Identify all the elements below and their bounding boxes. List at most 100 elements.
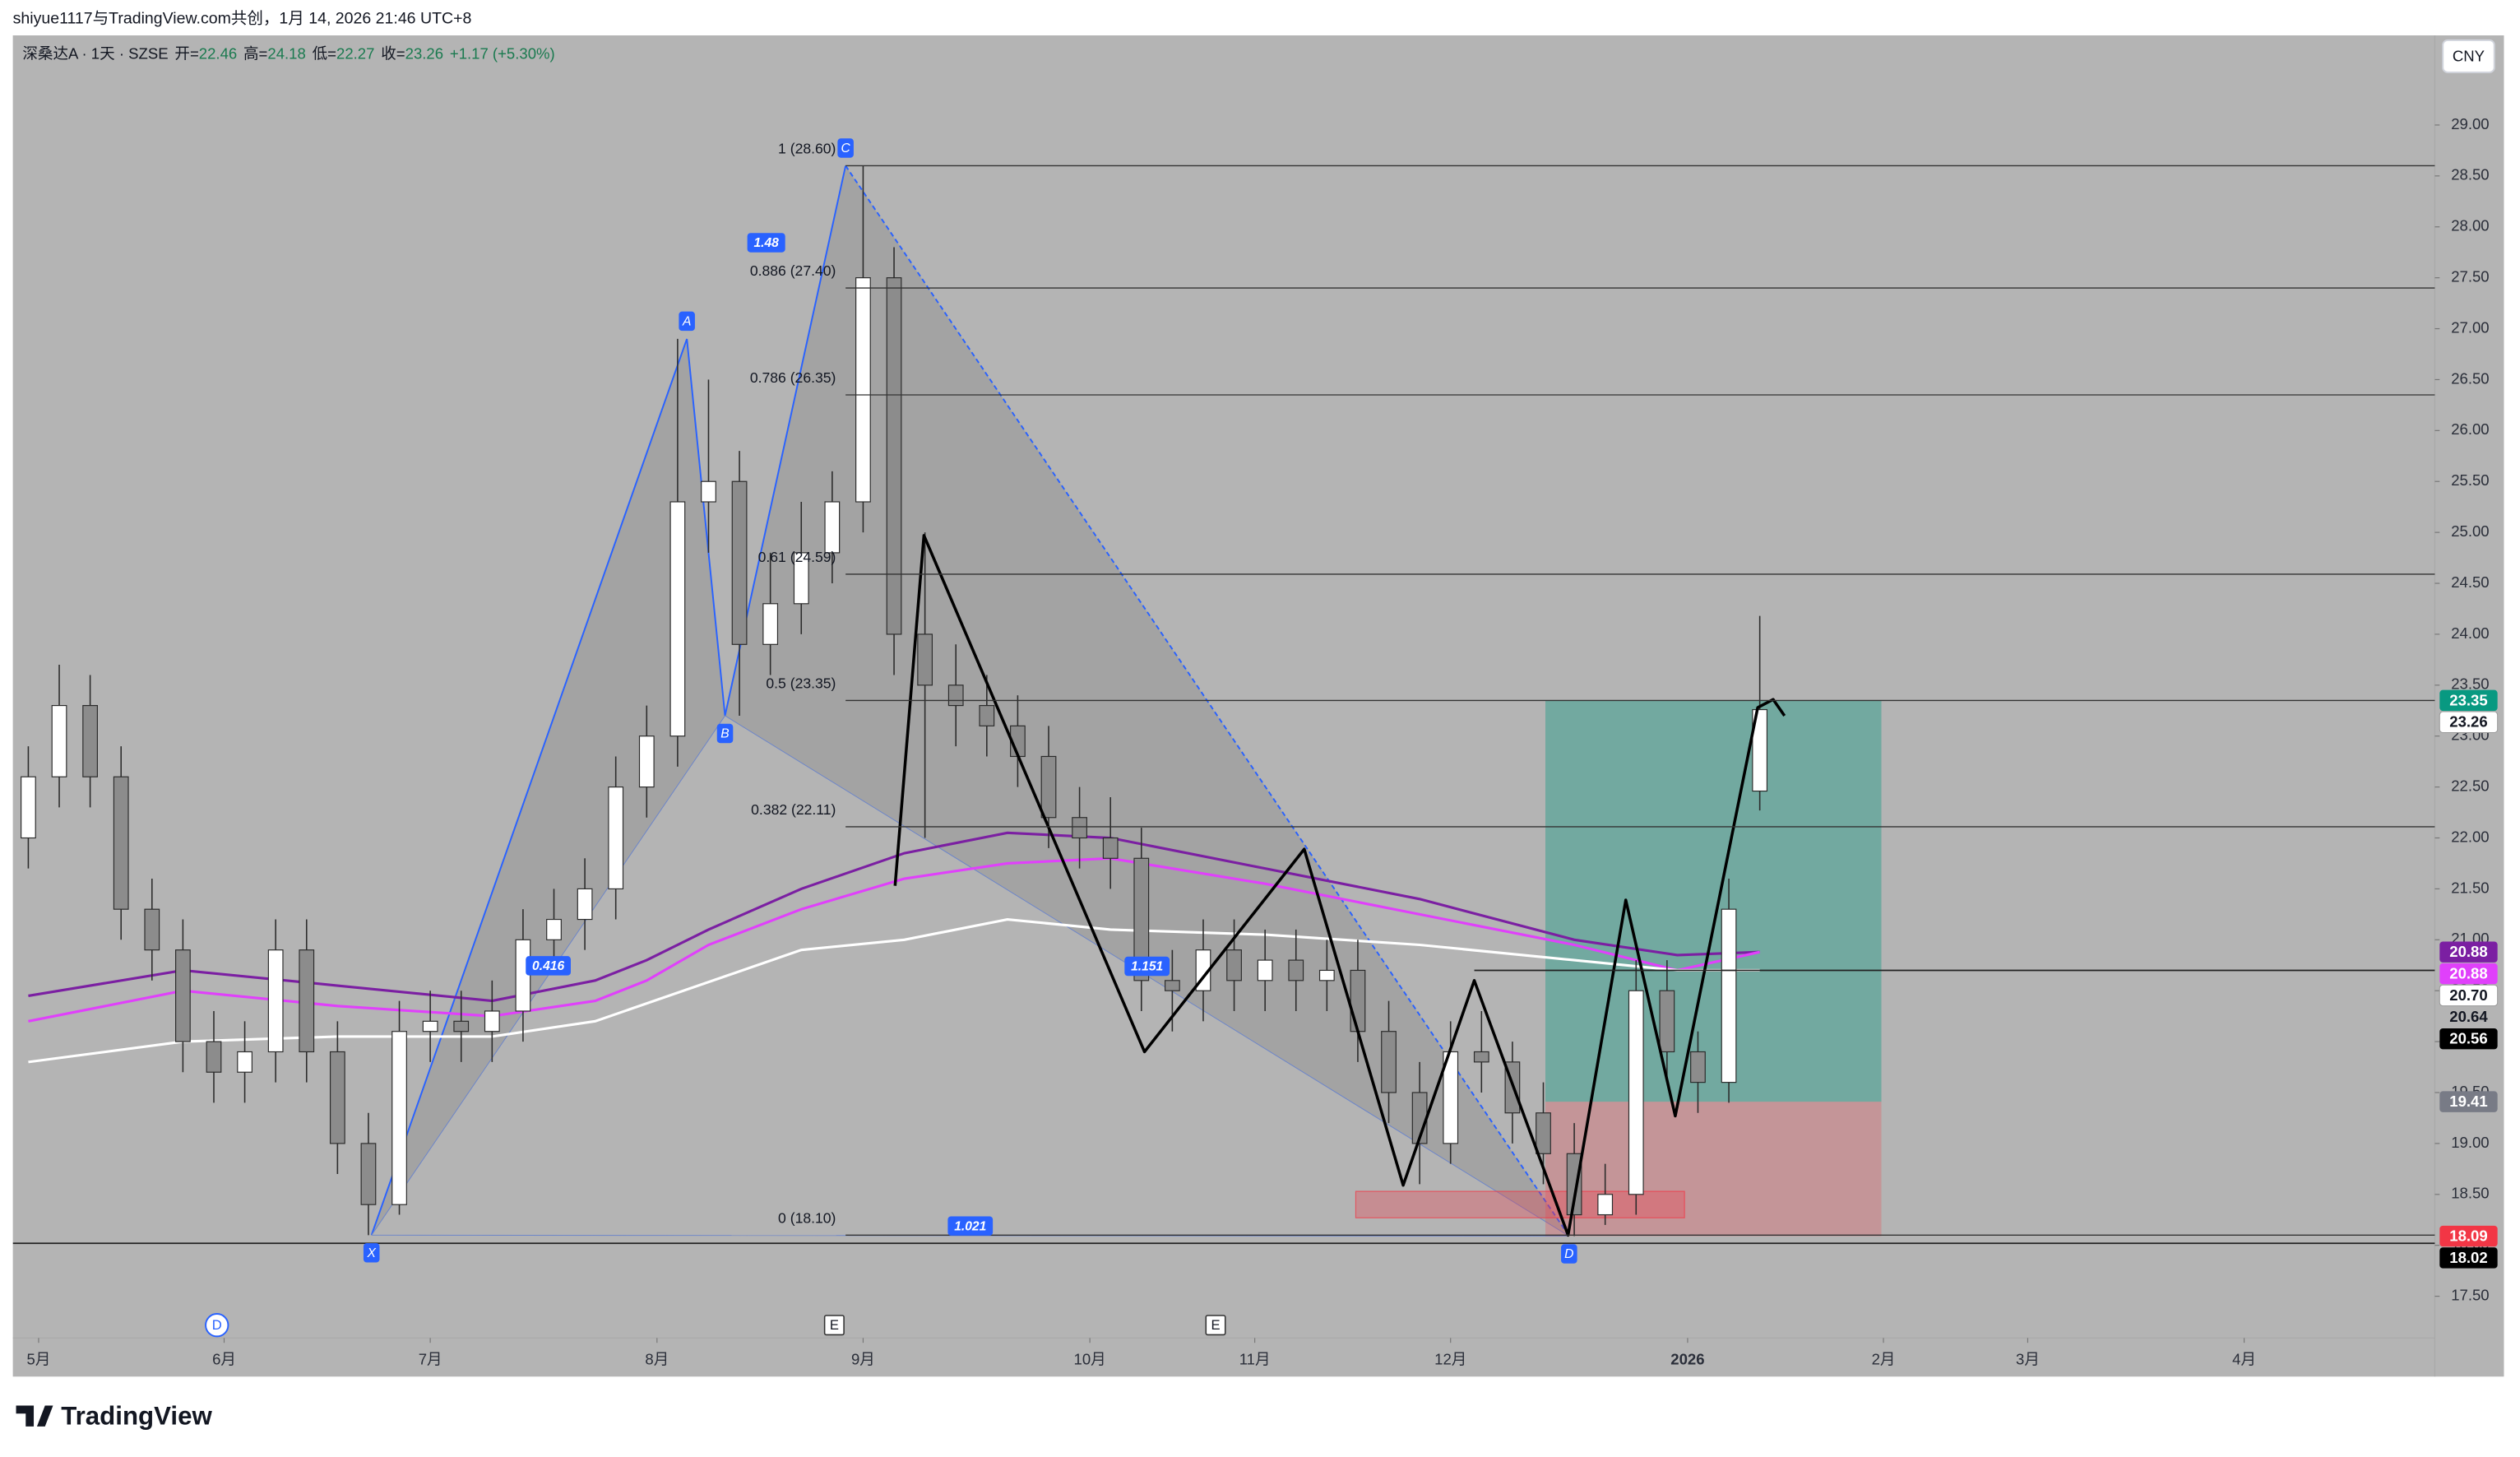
y-tick-label: 26.50 <box>2451 369 2489 387</box>
price-badge-label: 20.56 <box>2449 1030 2487 1047</box>
x-tick-label: 2026 <box>1670 1351 1704 1368</box>
price-badge-label: 19.41 <box>2449 1093 2487 1110</box>
candle-body <box>360 1143 377 1205</box>
price-badge-label: 18.09 <box>2449 1227 2487 1244</box>
currency-label[interactable]: CNY <box>2453 47 2485 64</box>
price-badge-label: 23.26 <box>2449 713 2487 731</box>
x-tick-label: 11月 <box>1239 1351 1271 1368</box>
candle-body <box>1597 1194 1614 1216</box>
candle-body <box>762 603 779 645</box>
y-tick-label: 27.00 <box>2451 318 2489 336</box>
fib-label: 0 (18.10) <box>778 1209 836 1226</box>
event-marker <box>1205 1315 1226 1336</box>
pattern-point-label: B <box>720 727 729 741</box>
ratio-label: 0.416 <box>532 959 564 973</box>
candle-body <box>391 1031 407 1205</box>
legend-text: +1.17 (+5.30%) <box>450 44 555 62</box>
moving-average <box>28 917 1760 1064</box>
candle-body <box>144 908 160 951</box>
pattern-point-badge <box>716 723 734 744</box>
price-badge <box>2439 1091 2498 1112</box>
candle-body <box>1288 959 1304 981</box>
y-tick-label: 27.50 <box>2451 268 2489 285</box>
pattern-point-badge <box>679 311 695 332</box>
y-tick-label: 19.00 <box>2451 1134 2489 1151</box>
candle-body <box>886 277 902 635</box>
price-badge <box>2439 689 2498 712</box>
ratio-badge <box>947 1216 994 1236</box>
fib-label: 0.786 (26.35) <box>750 369 836 386</box>
x-tick-label: 8月 <box>645 1351 669 1368</box>
legend-text: 23.26 <box>405 44 443 62</box>
zigzag-line <box>893 534 1786 1237</box>
x-tick-label: 5月 <box>27 1351 51 1368</box>
price-badge-label: 20.64 <box>2449 1008 2488 1025</box>
fib-label: 0.61 (24.59) <box>758 549 836 565</box>
pattern-point-label: A <box>682 315 691 329</box>
fib-label: 1 (28.60) <box>778 141 836 157</box>
candle-body <box>1257 959 1273 981</box>
pattern-point-badge <box>363 1243 380 1263</box>
legend-text: 22.27 <box>336 44 374 62</box>
candle-body <box>638 735 655 788</box>
watermark: shiyue1117与TradingView.com共创，1月 14, 2026… <box>13 10 472 28</box>
ratio-label: 1.021 <box>954 1219 986 1233</box>
event-label: E <box>1211 1317 1220 1333</box>
legend-text: 开= <box>174 44 198 62</box>
candle-body <box>484 1010 500 1032</box>
candle-body <box>1659 990 1675 1053</box>
candle-body <box>731 480 748 645</box>
x-tick-label: 3月 <box>2016 1351 2040 1368</box>
pattern-point-label: X <box>367 1246 377 1260</box>
y-tick-label: 25.50 <box>2451 471 2489 489</box>
moving-average <box>28 831 1760 1003</box>
candle-body <box>422 1020 438 1032</box>
x-tick-label: 6月 <box>212 1351 236 1368</box>
candle-body <box>113 776 129 910</box>
candle-body <box>206 1041 222 1073</box>
price-badge-label: 20.70 <box>2449 986 2487 1004</box>
y-tick-label: 22.50 <box>2451 777 2489 795</box>
candle-body <box>855 277 871 503</box>
moving-average <box>28 856 1760 1023</box>
event-marker <box>823 1315 845 1336</box>
candle-body <box>1690 1051 1706 1083</box>
currency-button[interactable] <box>2442 39 2495 73</box>
pattern-fill <box>371 338 725 1236</box>
candle-body <box>51 704 67 777</box>
candle-body <box>1536 1112 1551 1154</box>
legend-text: 24.18 <box>267 44 305 62</box>
candle-body <box>947 684 964 707</box>
logo-icon <box>16 1405 53 1427</box>
price-badge <box>2439 984 2499 1007</box>
y-tick-label: 21.50 <box>2451 879 2489 896</box>
candle-body <box>1040 755 1057 819</box>
price-badge <box>2439 1028 2498 1050</box>
candle-body <box>453 1020 470 1032</box>
y-tick-label: 23.50 <box>2451 675 2489 693</box>
candle-body <box>237 1051 252 1073</box>
chart-pane <box>12 35 2504 1377</box>
logo: TradingView <box>16 1401 212 1430</box>
pattern-point-badge <box>1561 1244 1577 1264</box>
fib-label: 0.886 (27.40) <box>750 262 836 279</box>
candle-body <box>1102 837 1119 859</box>
event-marker <box>205 1313 229 1338</box>
y-tick-label: 24.50 <box>2451 573 2489 591</box>
pattern-point-badge <box>837 138 854 158</box>
price-badge-label: 20.88 <box>2449 964 2487 981</box>
candle-body <box>979 704 995 726</box>
pattern-point-label: C <box>841 142 850 155</box>
candle-body <box>1752 708 1768 792</box>
ratio-badge <box>747 233 785 253</box>
candle-body <box>669 501 686 737</box>
candle-body <box>1350 969 1366 1032</box>
y-tick-label: 17.50 <box>2451 1286 2489 1303</box>
legend-text: 高= <box>243 44 267 62</box>
price-badge-label: 20.88 <box>2449 943 2487 960</box>
candle-body <box>1318 969 1335 981</box>
price-badge <box>2439 711 2499 733</box>
y-tick-label: 26.00 <box>2451 420 2489 438</box>
x-tick-label: 7月 <box>419 1351 442 1368</box>
candle-body <box>917 633 933 686</box>
